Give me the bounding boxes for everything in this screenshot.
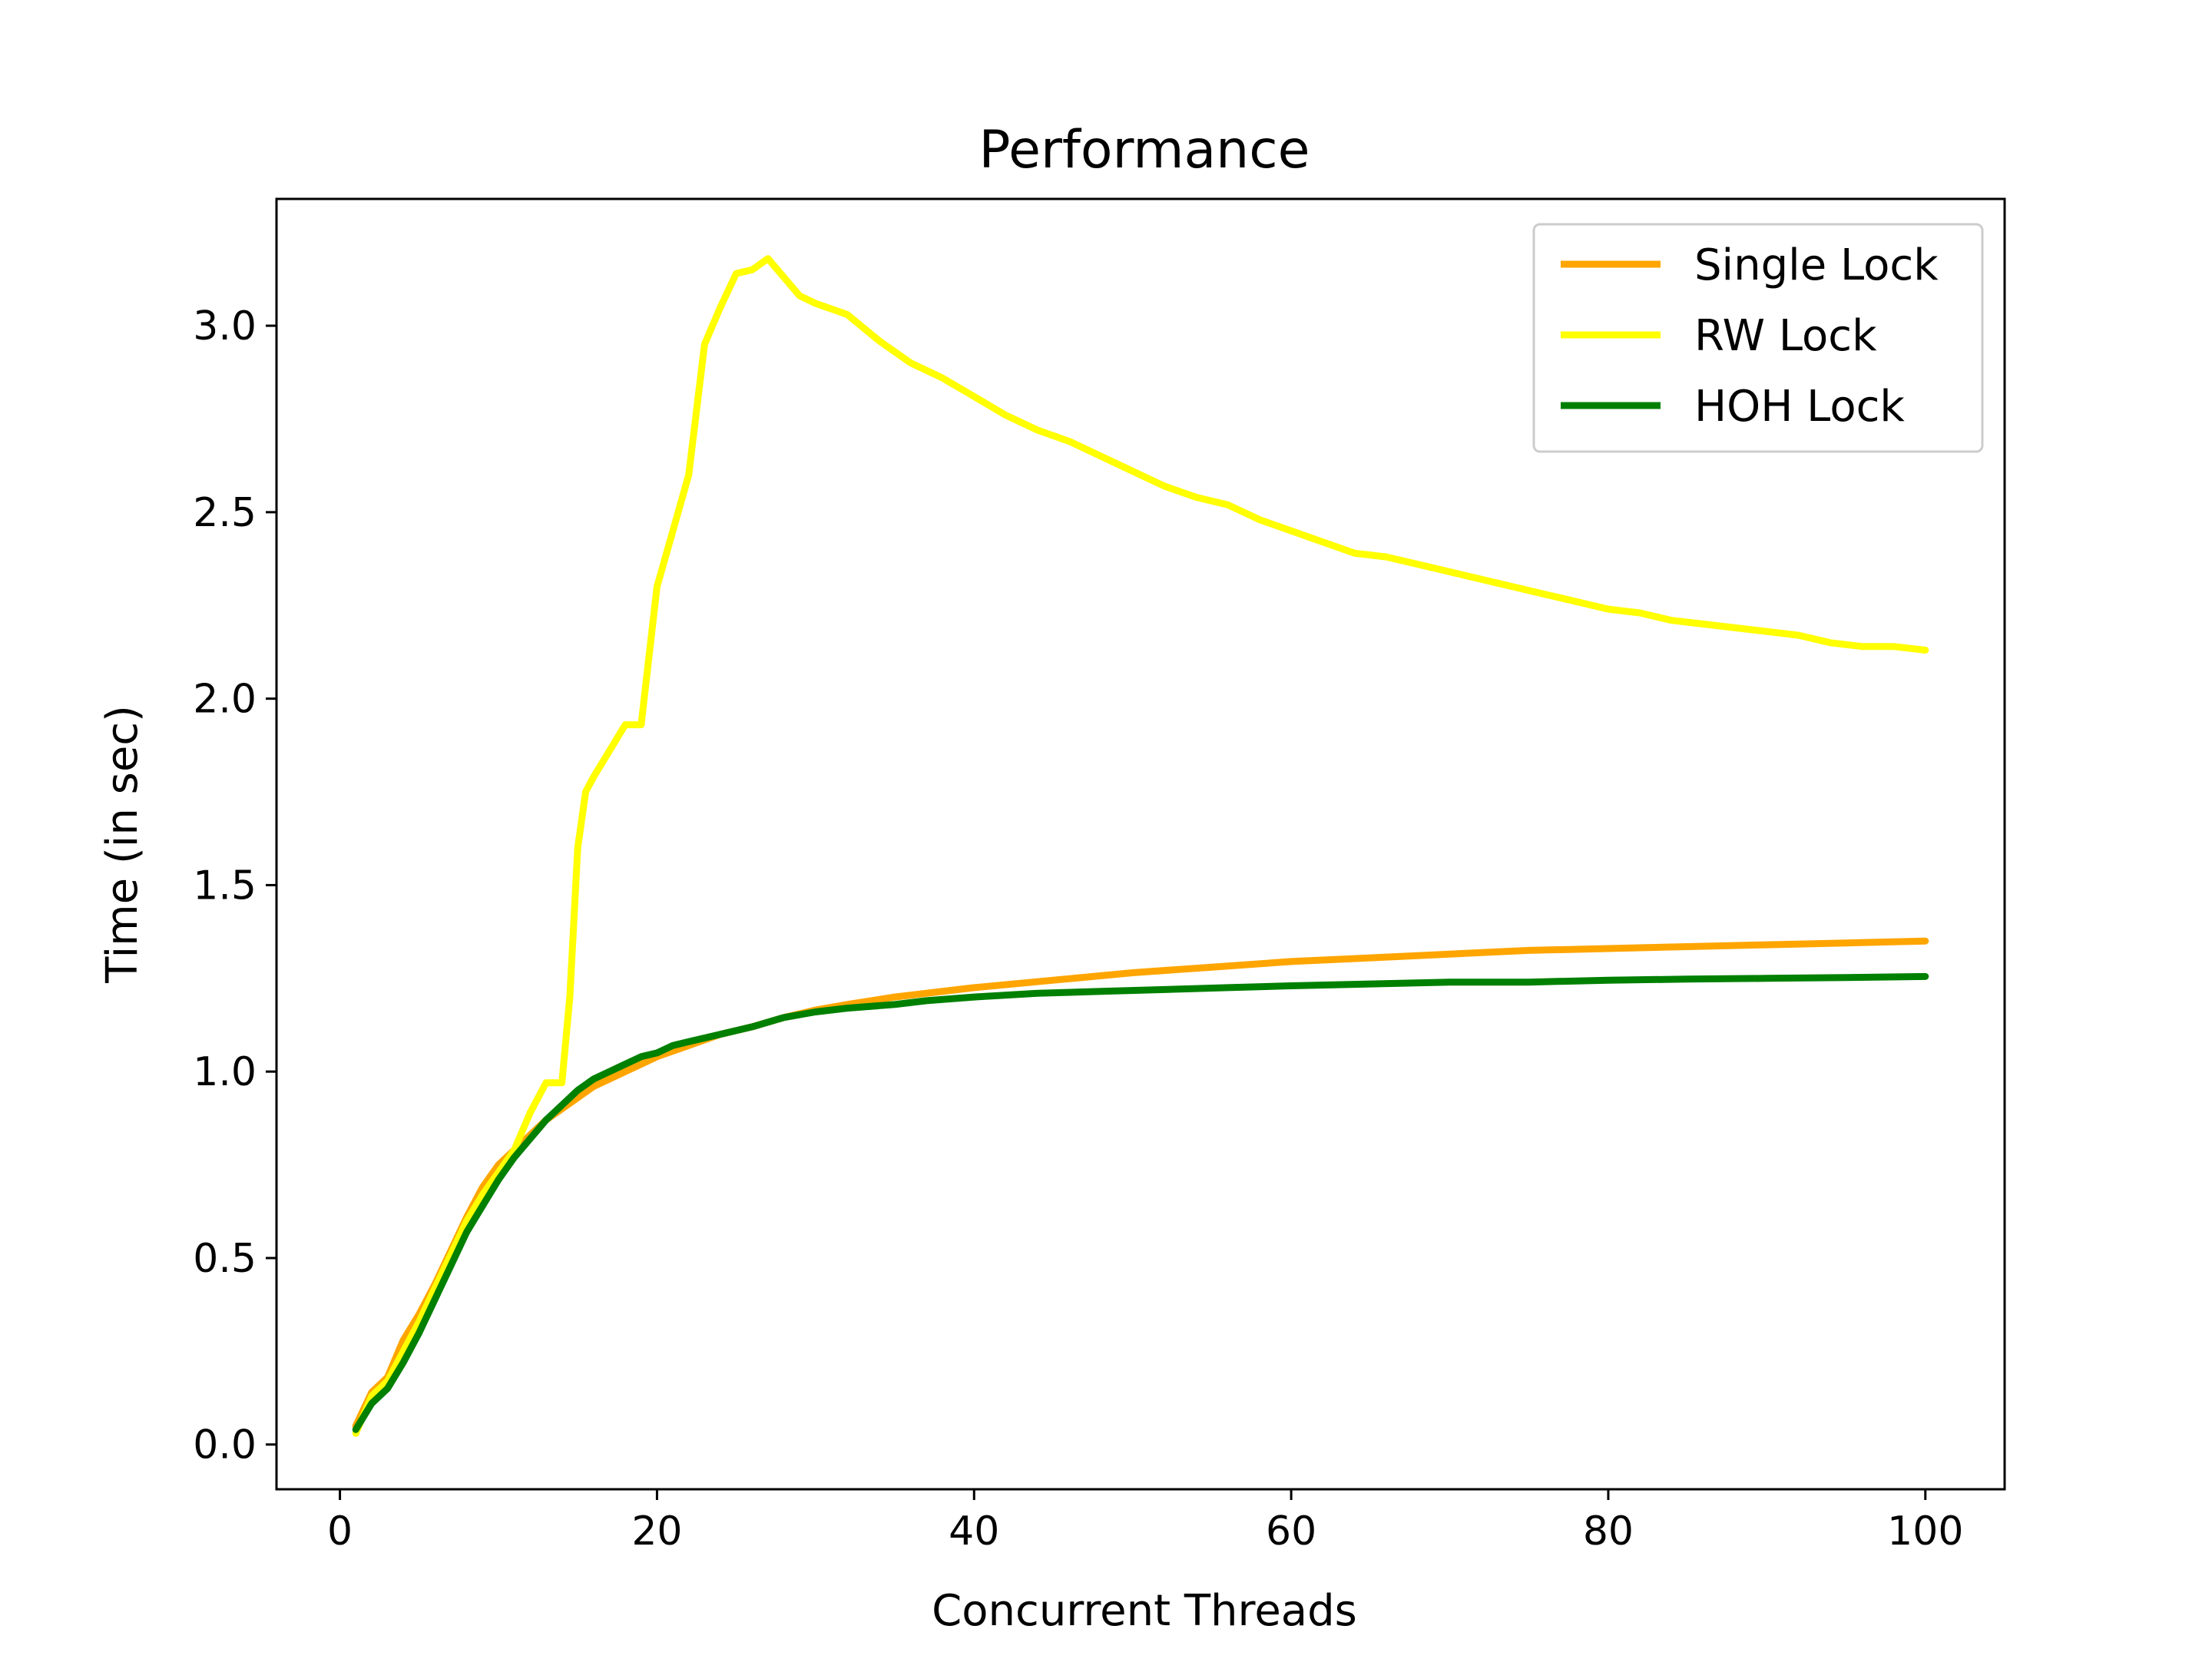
x-axis: 0 20 40 60 80 100 [327,1489,1963,1555]
x-tick-label: 100 [1887,1508,1963,1555]
y-tick-label: 1.5 [193,863,257,909]
x-tick-label: 20 [631,1508,682,1555]
x-axis-title: Concurrent Threads [932,1586,1357,1636]
series-line-rw-lock [352,255,1929,1437]
legend-box [1532,223,1984,453]
x-tick-label: 60 [1266,1508,1316,1555]
y-tick-label: 2.0 [193,677,257,723]
y-tick-label: 0.0 [193,1422,257,1469]
x-tick-label: 40 [949,1508,999,1555]
legend-label-single-lock: Single Lock [1694,240,1939,290]
x-tick-label: 80 [1583,1508,1634,1555]
x-tick-label: 0 [327,1508,353,1555]
chart-title: Performance [979,120,1310,180]
series-line-hoh-lock [352,972,1929,1433]
series-layer [352,255,1929,1437]
legend-label-rw-lock: RW Lock [1694,311,1877,361]
y-tick-label: 0.5 [193,1236,257,1282]
y-axis-title: Time (in sec) [98,705,147,984]
y-tick-label: 2.5 [193,490,257,536]
y-tick-label: 3.0 [193,303,257,349]
legend-label-hoh-lock: HOH Lock [1694,382,1905,432]
plot-frame [275,197,2006,1491]
y-tick-label: 1.0 [193,1049,257,1095]
legend: Single Lock RW Lock HOH Lock [1532,223,1984,453]
y-axis: 0.0 0.5 1.0 1.5 2.0 2.5 3.0 [193,303,276,1469]
